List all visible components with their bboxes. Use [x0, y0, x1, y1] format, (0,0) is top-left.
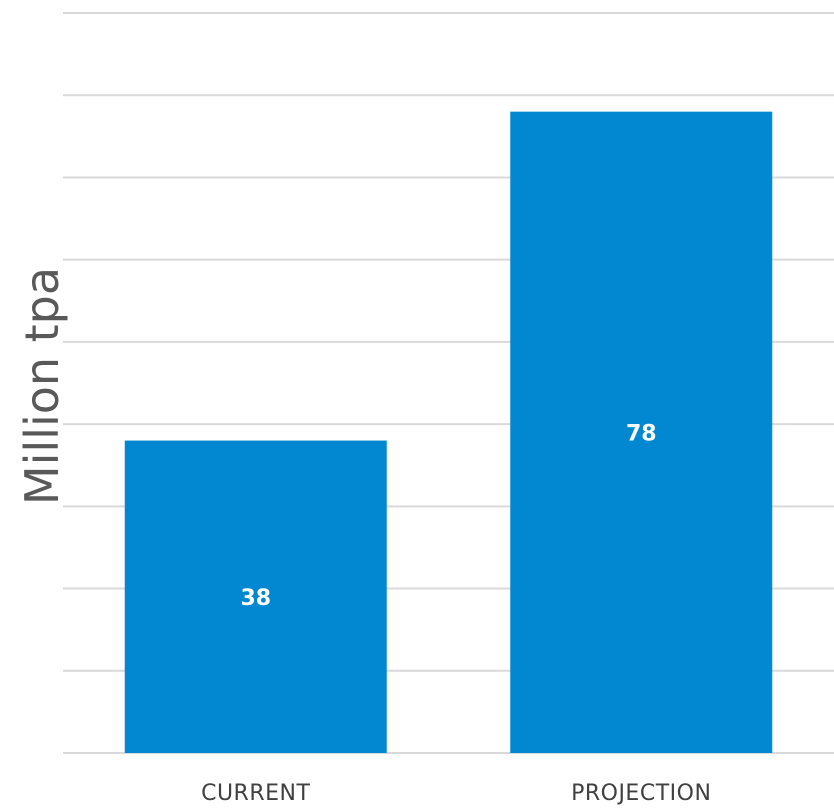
- bars: [124, 111, 773, 753]
- category-label-projection: PROJECTION: [571, 781, 711, 806]
- bar-current: [124, 440, 387, 753]
- y-axis-title: Million tpa: [15, 267, 69, 505]
- data-label-current: 38: [240, 586, 271, 611]
- data-label-projection: 78: [626, 421, 657, 446]
- category-label-current: CURRENT: [201, 781, 310, 806]
- bar-projection: [510, 111, 773, 753]
- data-labels: 38 78: [240, 421, 656, 610]
- category-labels: CURRENT PROJECTION: [201, 781, 711, 806]
